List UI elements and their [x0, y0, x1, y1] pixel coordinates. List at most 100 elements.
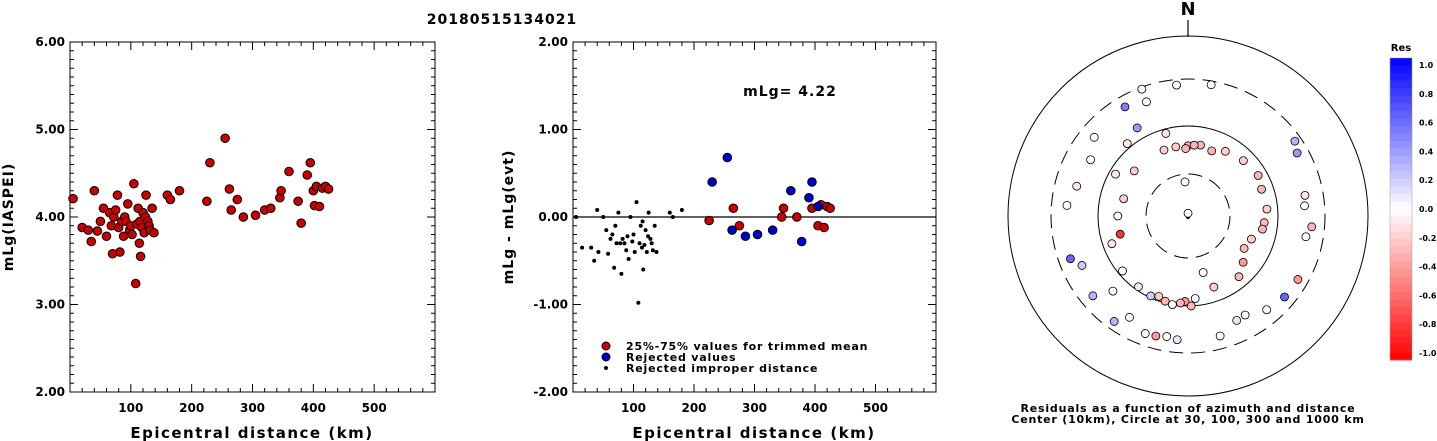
colorbar-swatch — [1390, 178, 1412, 187]
tick-labels: 100 200 300 400 500 -2.00 -1.00 0.00 1.00 2.00 — [533, 35, 888, 415]
y-tick-label: 3.00 — [35, 298, 65, 312]
x-axis-label: Epicentral distance (km) — [632, 424, 875, 441]
rejected-distance-point — [613, 223, 618, 228]
data-point — [302, 170, 313, 180]
x-tick-label: 500 — [362, 401, 387, 415]
station-point — [1292, 148, 1302, 158]
colorbar-swatch — [1390, 58, 1412, 67]
rejected-distance-point — [606, 251, 611, 256]
rejected-distance-point — [625, 234, 630, 239]
rejected-distance-point — [646, 210, 651, 215]
station-point — [1301, 232, 1311, 242]
station-point — [1238, 156, 1248, 166]
station-point — [1129, 166, 1139, 176]
rejected-distance-point — [601, 215, 606, 219]
station-point — [1088, 291, 1098, 301]
data-point — [776, 212, 787, 222]
colorbar-swatch — [1390, 201, 1412, 210]
station-point — [1209, 282, 1219, 292]
station-point — [1066, 254, 1075, 264]
station-point — [1220, 146, 1230, 156]
data-point — [752, 229, 763, 240]
data-point — [83, 225, 94, 235]
colorbar-swatch — [1390, 322, 1412, 331]
rejected-distance-point — [649, 241, 654, 246]
colorbar-swatch — [1390, 118, 1412, 127]
rejected-distance-point — [667, 210, 672, 215]
y-tick-label: 6.00 — [35, 35, 65, 49]
rejected-distance-point — [596, 250, 601, 254]
data-point — [792, 212, 802, 222]
station-point — [1172, 80, 1181, 90]
colorbar-tick-label: -0.4 — [1419, 263, 1437, 272]
data-point — [110, 205, 121, 215]
rejected-distance-point — [652, 223, 657, 228]
magnitude-vs-distance-plot: 100 200 300 400 500 2.00 3.00 4.00 5.00 6.00 Epic… — [1, 35, 436, 441]
x-tick-label: 200 — [681, 401, 706, 415]
station-point — [1159, 145, 1169, 155]
rejected-distance-point — [619, 271, 624, 276]
station-point — [1111, 169, 1120, 179]
colorbar-swatch — [1390, 269, 1412, 278]
station-point — [1062, 201, 1072, 210]
data-point — [224, 184, 235, 194]
station-point — [1198, 268, 1208, 277]
station-point — [1280, 292, 1289, 302]
y-tick-label: 4.00 — [35, 210, 65, 224]
data-point — [314, 201, 325, 212]
rejected-distance-point — [643, 228, 648, 233]
colorbar-swatch — [1390, 110, 1412, 119]
colorbar-swatch — [1390, 133, 1412, 142]
station-point — [1125, 312, 1134, 322]
station-point — [1151, 331, 1161, 341]
station-point — [1206, 80, 1216, 90]
colorbar-swatch — [1390, 103, 1412, 112]
colorbar-swatch — [1390, 284, 1412, 293]
station-point — [1162, 332, 1172, 341]
colorbar: 1.0 0.8 0.6 0.4 0.2 0.0 -0.2 -0.4 -0.6 -0.8 -1.0 — [1389, 57, 1437, 361]
legend-marker — [601, 341, 611, 351]
outer-circle-1000km — [1007, 35, 1369, 397]
colorbar-frame — [1389, 57, 1413, 361]
rejected-distance-point — [604, 228, 609, 233]
colorbar-title: Res — [1391, 43, 1411, 54]
rejected-distance-point — [630, 239, 635, 244]
station-point — [1134, 282, 1143, 292]
data-point — [89, 185, 100, 196]
data-point — [174, 185, 185, 196]
x-tick-label: 500 — [863, 401, 888, 415]
tick-marks — [69, 41, 436, 393]
station-point — [1089, 132, 1099, 142]
station-point — [1238, 257, 1248, 267]
data-point — [147, 203, 157, 214]
data-point — [238, 212, 249, 222]
y-tick-label: 1.00 — [538, 123, 568, 137]
azimuth-residual-map: N Residuals as a function of azimuth and… — [1007, 0, 1437, 426]
rejected-distance-point — [614, 241, 619, 246]
data-point — [722, 152, 733, 163]
station-point — [1107, 239, 1117, 249]
station-point — [1257, 184, 1266, 194]
legend-label: 25%-75% values for trimmed mean — [626, 340, 868, 353]
station-point — [1307, 222, 1317, 232]
colorbar-swatch — [1390, 95, 1412, 104]
station-point — [1207, 146, 1217, 156]
data-point — [226, 205, 237, 215]
data-point — [165, 194, 176, 205]
colorbar-swatch — [1390, 344, 1412, 353]
rejected-distance-point — [620, 236, 625, 241]
station-point — [1239, 243, 1249, 253]
data-point — [819, 222, 829, 233]
data-point — [293, 196, 303, 207]
x-tick-label: 400 — [802, 401, 827, 415]
colorbar-swatch — [1390, 156, 1412, 165]
colorbar-swatch — [1390, 73, 1412, 82]
data-point — [141, 190, 151, 200]
colorbar-swatch — [1390, 329, 1412, 338]
station-point — [1142, 97, 1151, 107]
colorbar-swatch — [1390, 224, 1412, 233]
colorbar-swatch — [1390, 276, 1412, 285]
colorbar-swatch — [1390, 254, 1412, 263]
data-point — [807, 177, 817, 187]
colorbar-swatch — [1390, 231, 1412, 240]
